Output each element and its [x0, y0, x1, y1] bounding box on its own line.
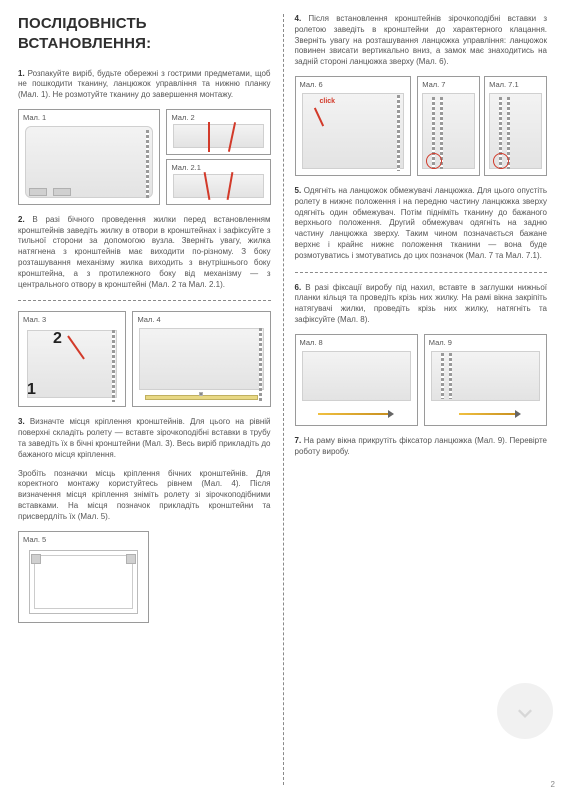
figure-8: Мал. 8 [295, 334, 418, 426]
figure-1-label: Мал. 1 [23, 113, 46, 123]
page-number: 2 [551, 780, 555, 791]
step-5-text: 5. Одягніть на ланцюжок обмежувачі ланцю… [295, 186, 548, 262]
figure-1: Мал. 1 [18, 109, 160, 205]
figure-2: Мал. 2 [166, 109, 270, 155]
fig-row-1: Мал. 1 Мал. 2 Мал. 2.1 [18, 109, 271, 205]
figure-3-num-2: 2 [53, 328, 62, 350]
step-3b-body: Зробіть позначки місць кріплення бічних … [18, 469, 271, 521]
right-column: 4. Після встановлення кронштейнів зірочк… [283, 0, 565, 799]
step-6-num: 6. [295, 283, 302, 292]
step-6-body: В разі фіксації виробу під нахил, вставт… [295, 283, 548, 324]
step-6-text: 6. В разі фіксації виробу під нахил, вст… [295, 283, 548, 326]
figure-7-1: Мал. 7.1 [484, 76, 547, 176]
left-column: ПОСЛІДОВНІСТЬ ВСТАНОВЛЕННЯ: 1. Розпакуйт… [0, 0, 283, 799]
left-divider [18, 300, 271, 301]
fig-row-5: Мал. 8 Мал. 9 [295, 334, 548, 426]
step-5-num: 5. [295, 186, 302, 195]
fig-row-3: Мал. 5 [18, 531, 271, 623]
figure-2-label: Мал. 2 [171, 113, 194, 123]
figure-6-click-label: click [320, 97, 336, 106]
figure-4: Мал. 4 [132, 311, 270, 407]
figure-7: Мал. 7 [417, 76, 480, 176]
step-4-num: 4. [295, 14, 302, 23]
figure-6-label: Мал. 6 [300, 80, 323, 90]
step-3a-text: 3. Визначте місця кріплення кронштейнів.… [18, 417, 271, 460]
figure-9: Мал. 9 [424, 334, 547, 426]
step-2-body: В разі бічного проведення жилки перед вс… [18, 215, 271, 289]
fig-row-2: Мал. 3 1 2 Мал. 4 [18, 311, 271, 407]
figure-2-1: Мал. 2.1 [166, 159, 270, 205]
figure-5-label: Мал. 5 [23, 535, 46, 545]
figure-4-label: Мал. 4 [137, 315, 160, 325]
figure-6: Мал. 6 click [295, 76, 412, 176]
step-1-num: 1. [18, 69, 25, 78]
step-2-text: 2. В разі бічного проведення жилки перед… [18, 215, 271, 291]
step-4-body: Після встановлення кронштейнів зірочкопо… [295, 14, 548, 66]
figure-5: Мал. 5 [18, 531, 149, 623]
step-3b-text: Зробіть позначки місць кріплення бічних … [18, 469, 271, 523]
step-7-body: На раму вікна прикрутіть фіксатор ланцюж… [295, 436, 547, 456]
step-2-num: 2. [18, 215, 25, 224]
step-3a-body: Визначте місця кріплення кронштейнів. Дл… [18, 417, 271, 458]
step-1-text: 1. Розпакуйте виріб, будьте обережні з г… [18, 69, 271, 101]
figure-3: Мал. 3 1 2 [18, 311, 126, 407]
figure-7-1-label: Мал. 7.1 [489, 80, 518, 90]
figure-3-label: Мал. 3 [23, 315, 46, 325]
watermark-icon [497, 683, 553, 739]
figure-9-label: Мал. 9 [429, 338, 452, 348]
step-5-body: Одягніть на ланцюжок обмежувачі ланцюжка… [295, 186, 548, 260]
right-divider [295, 272, 548, 273]
figure-3-num-1: 1 [27, 379, 36, 401]
figure-2-1-label: Мал. 2.1 [171, 163, 200, 173]
figure-8-label: Мал. 8 [300, 338, 323, 348]
fig-row-4: Мал. 6 click Мал. 7 Мал. 7.1 [295, 76, 548, 176]
step-7-num: 7. [295, 436, 302, 445]
page-title: ПОСЛІДОВНІСТЬ ВСТАНОВЛЕННЯ: [18, 14, 271, 55]
step-7-text: 7. На раму вікна прикрутіть фіксатор лан… [295, 436, 548, 458]
figure-7-label: Мал. 7 [422, 80, 445, 90]
step-3-num: 3. [18, 417, 25, 426]
step-1-body: Розпакуйте виріб, будьте обережні з гост… [18, 69, 271, 100]
step-4-text: 4. Після встановлення кронштейнів зірочк… [295, 14, 548, 68]
